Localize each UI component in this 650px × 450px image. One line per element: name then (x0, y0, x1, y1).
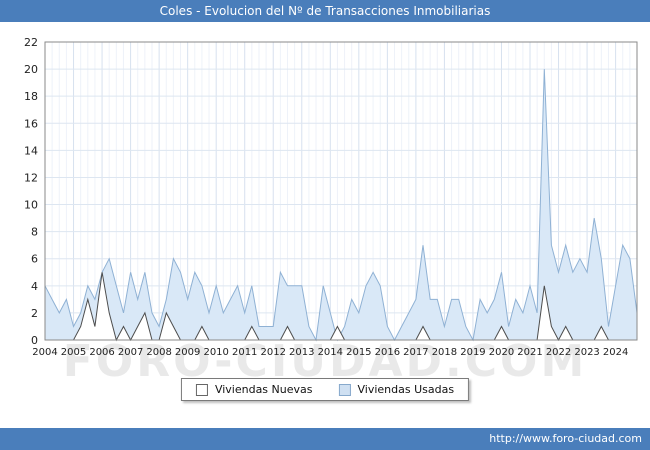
x-tick-label: 2007 (118, 347, 143, 358)
x-tick-label: 2013 (289, 347, 314, 358)
legend-label-nuevas: Viviendas Nuevas (214, 383, 313, 396)
y-tick-label: 8 (31, 226, 38, 239)
legend-item-viviendas-nuevas: Viviendas Nuevas (195, 383, 313, 396)
x-tick-label: 2004 (32, 347, 57, 358)
y-tick-label: 0 (31, 334, 38, 347)
y-tick-label: 4 (31, 280, 38, 293)
chart-legend: Viviendas Nuevas Viviendas Usadas (180, 378, 470, 401)
y-tick-label: 14 (24, 144, 38, 157)
y-tick-label: 16 (24, 117, 38, 130)
footer-bar: http://www.foro-ciudad.com (0, 428, 650, 450)
x-tick-label: 2006 (89, 347, 114, 358)
x-tick-label: 2018 (432, 347, 457, 358)
x-tick-label: 2022 (546, 347, 571, 358)
y-tick-label: 18 (24, 90, 38, 103)
x-tick-label: 2014 (318, 347, 343, 358)
x-tick-label: 2021 (517, 347, 542, 358)
x-tick-label: 2017 (403, 347, 428, 358)
x-tick-label: 2009 (175, 347, 200, 358)
y-tick-label: 6 (31, 253, 38, 266)
chart-area: 0 2 4 6 8 10 12 14 16 18 20 22 2004 2005 2006 2007 2008 2… (0, 22, 650, 374)
footer-url-link[interactable]: http://www.foro-ciudad.com (489, 432, 642, 445)
legend-item-viviendas-usadas: Viviendas Usadas (338, 383, 454, 396)
legend-label-usadas: Viviendas Usadas (357, 383, 455, 396)
x-tick-label: 2011 (232, 347, 257, 358)
plot-border (44, 41, 638, 341)
x-tick-label: 2015 (346, 347, 371, 358)
x-tick-label: 2020 (489, 347, 514, 358)
x-tick-label: 2005 (61, 347, 86, 358)
x-tick-label: 2016 (375, 347, 400, 358)
x-tick-label: 2023 (574, 347, 599, 358)
legend-swatch-nuevas-icon (195, 383, 208, 396)
x-tick-label: 2019 (460, 347, 485, 358)
y-tick-label: 10 (24, 199, 38, 212)
y-tick-label: 20 (24, 63, 38, 76)
x-tick-label: 2024 (603, 347, 628, 358)
legend-swatch-usadas-icon (338, 383, 351, 396)
y-tick-label: 2 (31, 307, 38, 320)
x-tick-label: 2012 (261, 347, 286, 358)
chart-title-bar: Coles - Evolucion del Nº de Transaccione… (0, 0, 650, 22)
page-title: Coles - Evolucion del Nº de Transaccione… (159, 4, 491, 18)
x-tick-label: 2010 (203, 347, 228, 358)
y-tick-label: 22 (24, 36, 38, 49)
x-tick-label: 2008 (146, 347, 171, 358)
y-tick-label: 12 (24, 171, 38, 184)
